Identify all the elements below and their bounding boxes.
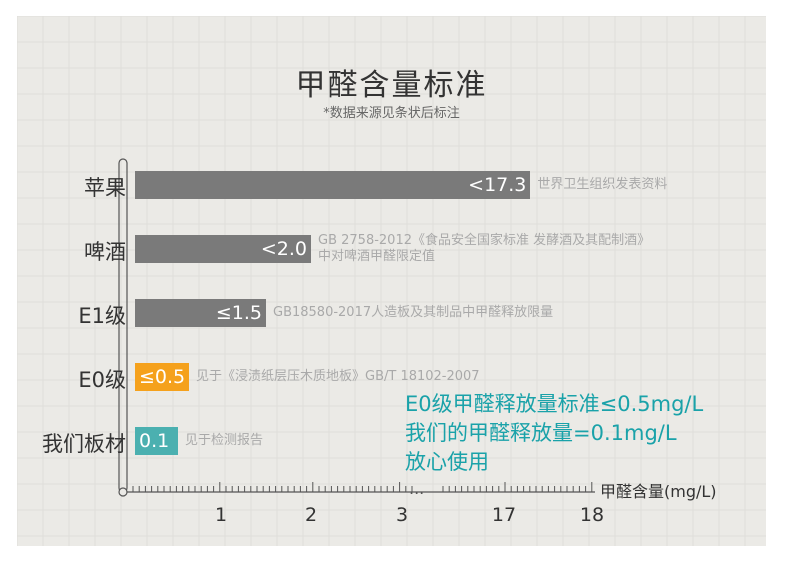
bar xyxy=(135,363,189,391)
source-note-line: GB18580-2017人造板及其制品中甲醛释放限量 xyxy=(273,305,554,320)
data-label: ≤0.5 xyxy=(139,366,186,388)
bar xyxy=(135,299,266,327)
source-note-line: 世界卫生组织发表资料 xyxy=(537,177,668,192)
source-note: 见于检测报告 xyxy=(185,433,263,449)
source-note: GB 2758-2012《食品安全国家标准 发酵酒及其配制酒》 中对啤酒甲醛限定值 xyxy=(318,233,650,265)
callout-line: E0级甲醛释放量标准≤0.5mg/L xyxy=(405,392,704,416)
bar xyxy=(135,427,178,455)
source-note-line: 见于《浸渍纸层压木质地板》GB/T 18102-2007 xyxy=(196,369,480,384)
axis-origin xyxy=(118,487,128,497)
x-tick-label: 2 xyxy=(304,504,318,526)
callout-line: 放心使用 xyxy=(405,450,489,474)
category-label: 啤酒 xyxy=(84,240,126,264)
chart-subtitle: *数据来源见条状后标注 xyxy=(323,106,460,121)
category-label: 我们板材 xyxy=(42,432,126,456)
background-grid xyxy=(17,16,766,546)
chart-axes: ... xyxy=(118,158,595,498)
data-label: ≤1.5 xyxy=(215,302,262,324)
data-label: <2.0 xyxy=(260,238,307,260)
source-note-line: GB 2758-2012《食品安全国家标准 发酵酒及其配制酒》 xyxy=(318,233,651,248)
x-tick-label: 17 xyxy=(491,504,517,526)
category-label: 苹果 xyxy=(84,176,126,200)
data-label: 0.1 xyxy=(139,430,170,452)
callout-text: E0级甲醛释放量标准≤0.5mg/L 我们的甲醛释放量=0.1mg/L 放心使用 xyxy=(405,390,703,477)
x-axis-title: 甲醛含量(mg/L) xyxy=(600,482,717,501)
bar xyxy=(135,235,311,263)
source-note-line: 见于检测报告 xyxy=(185,433,264,448)
source-note: 见于《浸渍纸层压木质地板》GB/T 18102-2007 xyxy=(196,369,480,385)
chart-panel: 甲醛含量标准 *数据来源见条状后标注 ... 1 2 3 17 18 苹果 <17.3 世界卫… xyxy=(17,16,766,546)
category-label: E1级 xyxy=(78,304,126,328)
source-note: 世界卫生组织发表资料 xyxy=(537,177,667,193)
chart-title: 甲醛含量标准 xyxy=(295,68,488,103)
callout-line: 我们的甲醛释放量=0.1mg/L xyxy=(405,421,677,445)
data-label: <17.3 xyxy=(468,174,527,196)
source-note: GB18580-2017人造板及其制品中甲醛释放限量 xyxy=(273,305,553,321)
x-tick-label: 18 xyxy=(579,504,605,526)
x-tick-label: 3 xyxy=(395,504,409,526)
bar xyxy=(135,171,531,199)
category-label: E0级 xyxy=(78,368,126,392)
source-note-line: 中对啤酒甲醛限定值 xyxy=(318,249,436,264)
x-tick-label: 1 xyxy=(214,504,228,526)
axis-break: ... xyxy=(409,479,424,498)
